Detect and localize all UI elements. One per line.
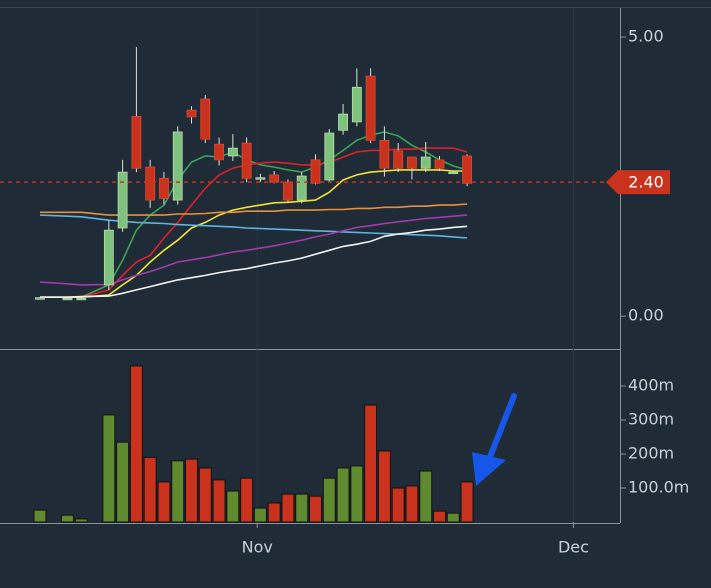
- moving-average-line: [40, 131, 468, 298]
- volume-bar: [102, 414, 116, 523]
- candle-body: [462, 155, 472, 184]
- volume-bar: [33, 509, 47, 523]
- volume-bar: [143, 456, 157, 523]
- candle-body: [117, 171, 128, 229]
- candle-body: [255, 177, 266, 180]
- last-price-label: 2.40: [628, 173, 664, 192]
- candle-body: [76, 297, 87, 301]
- volume-bar: [460, 481, 474, 523]
- volume-bar: [377, 450, 391, 523]
- volume-bar: [198, 467, 212, 523]
- volume-bar: [212, 479, 226, 523]
- moving-average-line: [39, 214, 468, 286]
- annotation-arrow: [472, 393, 517, 486]
- candle-body: [200, 98, 211, 140]
- candle-body: [159, 177, 169, 199]
- candle-body: [62, 297, 73, 301]
- candle-body: [103, 229, 114, 286]
- volume-bar: [446, 512, 460, 523]
- candle-body: [420, 156, 431, 169]
- volume-bar: [226, 490, 240, 523]
- candle-body: [172, 131, 183, 201]
- volume-bar: [391, 487, 405, 523]
- volume-bar: [240, 477, 254, 523]
- volume-bar: [405, 485, 419, 523]
- moving-average-line: [40, 147, 468, 298]
- candle-body: [393, 150, 404, 169]
- candle-body: [296, 175, 307, 201]
- volume-bar: [74, 518, 88, 523]
- volume-bar: [350, 465, 364, 523]
- candle-body: [434, 159, 445, 169]
- y2-tick-label: 200m: [628, 444, 674, 463]
- candle-body: [214, 143, 224, 161]
- candle-body: [283, 181, 293, 201]
- x-tick-label: Dec: [558, 538, 589, 557]
- candle-body: [407, 156, 417, 169]
- candle-body: [379, 139, 390, 169]
- volume-bar: [157, 481, 171, 523]
- volume-bar: [336, 467, 350, 523]
- volume-bar: [116, 441, 130, 523]
- last-price-badge: [606, 170, 670, 195]
- volume-bar: [185, 458, 199, 523]
- volume-bar: [267, 502, 281, 523]
- x-tick-label: Nov: [242, 538, 273, 557]
- candle-body: [338, 113, 348, 131]
- plot-layer: Nov Dec 0.00 5.00 100.0m 200m 300m 400m 2.40: [0, 8, 689, 557]
- volume-bar: [129, 365, 143, 523]
- volume-bar: [433, 510, 447, 523]
- volume-bar: [322, 477, 336, 523]
- y-tick-label: 0.00: [628, 306, 664, 325]
- volume-bar: [281, 493, 295, 523]
- volume-bar: [171, 460, 185, 523]
- moving-average-line: [40, 225, 468, 298]
- candle-body: [269, 174, 280, 183]
- y2-tick-label: 100.0m: [628, 478, 689, 497]
- candle-body: [35, 297, 45, 300]
- volume-bar: [61, 514, 75, 523]
- arrow-head: [472, 452, 506, 486]
- candle-body: [365, 75, 376, 141]
- volume-bar: [295, 493, 309, 523]
- y2-tick-label: 300m: [628, 410, 674, 429]
- moving-average-line: [40, 203, 468, 216]
- volume-bar: [309, 495, 323, 523]
- candle-body: [448, 171, 459, 175]
- y-tick-label: 5.00: [628, 27, 664, 46]
- candle-body: [324, 132, 335, 181]
- candle-body: [241, 142, 252, 179]
- candle-body: [351, 86, 362, 123]
- candle-body: [131, 115, 142, 169]
- volume-bar: [419, 470, 433, 523]
- candle-body: [310, 159, 321, 184]
- candle-body: [145, 166, 156, 201]
- volume-bar: [253, 507, 267, 523]
- candle-body: [186, 109, 197, 118]
- candle-body: [227, 147, 238, 157]
- y2-tick-label: 400m: [628, 376, 674, 395]
- volume-bar: [364, 404, 378, 523]
- arrow-shaft: [485, 393, 517, 465]
